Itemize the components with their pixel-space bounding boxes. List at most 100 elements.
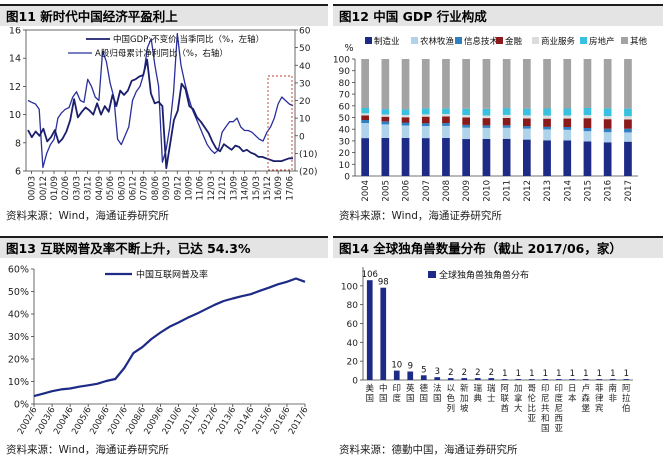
- x-tick-label: 2016: [604, 180, 614, 202]
- data-label: 3: [435, 367, 440, 377]
- bar-segment: [421, 114, 430, 117]
- bar-segment: [603, 128, 612, 133]
- x-tick-label: 阿: [501, 384, 510, 394]
- data-label: 106: [362, 270, 378, 280]
- gdp-earnings-chart: 6 8 10 12 14 16 (20) (10) 0 10 20 30 40 50 60 00/03 00/1…: [9, 27, 318, 201]
- bar: [555, 379, 562, 380]
- x-tick-label: 国: [541, 424, 550, 434]
- chart-source: 资料来源：德勤中国，海通证券研究所: [339, 444, 518, 456]
- bar: [474, 378, 481, 380]
- x-tick-label: 12/03: [207, 176, 217, 201]
- right-tick-label: 60: [299, 27, 311, 37]
- bar-segment: [361, 115, 369, 120]
- data-label: 9: [408, 362, 413, 372]
- bar-segment: [624, 128, 632, 133]
- bar-segment: [624, 119, 632, 129]
- series-line: [27, 58, 293, 170]
- x-tick-label: 西: [555, 414, 564, 424]
- left-tick-label: 10: [9, 110, 21, 121]
- y-tick-label: 50: [339, 114, 351, 124]
- data-label: 1: [610, 369, 615, 379]
- x-tick-label: 瑞: [474, 383, 483, 394]
- x-tick-label: 森: [582, 393, 591, 404]
- bar-segment: [543, 115, 551, 119]
- x-tick-label: 00/12: [39, 176, 49, 201]
- y-tick-label: 0%: [14, 400, 29, 411]
- legend-label: 房地产: [589, 36, 615, 47]
- bar-segment: [624, 116, 632, 120]
- x-tick-label: 16/09: [274, 176, 284, 201]
- bar-segment: [482, 108, 491, 116]
- data-label: 2: [448, 368, 453, 378]
- right-tick-label: 10: [299, 115, 311, 125]
- left-tick-label: 14: [9, 54, 21, 65]
- x-tick-label: 加: [460, 393, 469, 404]
- internet-penetration-chart: 0%10%20%30%40%50%60%2002/62003/62004/620…: [8, 265, 311, 437]
- left-tick-label: 12: [9, 82, 21, 93]
- y-tick-label: 70: [339, 91, 351, 101]
- x-tick-label: 印: [541, 383, 550, 394]
- x-tick-label: 2014: [563, 180, 573, 202]
- bar: [501, 379, 508, 380]
- x-tick-label: 2017: [624, 180, 634, 202]
- x-tick-label: 印: [393, 383, 402, 394]
- x-tick-label: 15/12: [263, 176, 273, 201]
- x-tick-label: 以: [447, 384, 456, 394]
- legend-swatch: [580, 37, 587, 44]
- legend-label: A股归母累计净利同比（%，右轴）: [95, 48, 228, 59]
- bar-segment: [543, 129, 551, 141]
- bar-segment: [401, 125, 410, 138]
- legend-label: 信息技术: [464, 36, 499, 47]
- bar-segment: [523, 139, 531, 176]
- bar-segment: [442, 108, 450, 114]
- bar-segment: [502, 59, 511, 109]
- x-tick-label: 03/12: [84, 176, 94, 201]
- bar: [447, 378, 454, 380]
- bar-segment: [523, 128, 531, 140]
- bar-segment: [603, 142, 612, 176]
- x-tick-label: 2004: [361, 180, 371, 202]
- data-label: 1: [597, 369, 602, 379]
- chart-source: 资料来源：Wind，海通证券研究所: [6, 444, 169, 456]
- bar-segment: [442, 59, 450, 109]
- x-tick-label: 国: [420, 394, 429, 404]
- x-tick-label: 菲: [595, 383, 604, 394]
- x-tick-label: 亚: [555, 424, 564, 434]
- y-tick-label: 100: [341, 282, 358, 292]
- x-tick-label: 南: [609, 383, 618, 394]
- y-tick-label: 50%: [8, 287, 29, 298]
- x-tick-label: 2010: [482, 180, 492, 202]
- legend-swatch: [532, 37, 539, 44]
- legend-label: 制造业: [374, 36, 400, 47]
- x-tick-label: 德: [420, 383, 429, 394]
- chart-title: 图11 新时代中国经济平盈利上: [0, 4, 328, 26]
- x-tick-label: 律: [595, 393, 604, 404]
- bar: [528, 379, 535, 380]
- x-tick-label: 共: [541, 404, 550, 414]
- legend-swatch: [365, 37, 372, 44]
- bar-segment: [381, 121, 390, 125]
- bar-segment: [543, 140, 551, 176]
- x-tick-label: 08/06: [151, 176, 161, 201]
- legend-swatch: [455, 37, 462, 44]
- x-tick-label: 国: [433, 394, 442, 404]
- x-tick-label: 2006: [402, 180, 412, 202]
- bar-segment: [563, 115, 572, 119]
- bar-segment: [583, 141, 592, 176]
- bar-segment: [563, 140, 572, 176]
- recent-period-highlight: [267, 75, 293, 171]
- panel-gdp-earnings: 图11 新时代中国经济平盈利上 6 8 10 12 14 16 (20) (10) 0 10 20 3…: [0, 0, 330, 228]
- bar-segment: [421, 59, 430, 109]
- bar-segment: [482, 125, 491, 128]
- x-tick-label: 日: [568, 384, 577, 394]
- x-tick-label: 哥: [528, 384, 537, 394]
- series-line: [27, 32, 294, 169]
- legend-swatch: [411, 37, 418, 44]
- bar-segment: [462, 127, 470, 140]
- legend-swatch: [496, 37, 503, 44]
- data-label: 2: [489, 368, 494, 378]
- y-axis-unit: %: [344, 43, 353, 54]
- x-tick-label: 加: [514, 383, 523, 394]
- y-tick-label: 80: [347, 301, 359, 311]
- x-tick-label: 2007: [422, 180, 432, 202]
